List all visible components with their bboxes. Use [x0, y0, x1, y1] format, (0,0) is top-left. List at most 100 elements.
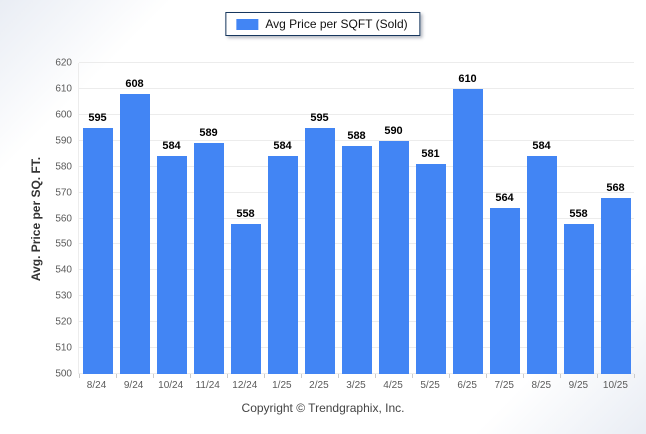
x-axis-tick-labels: 8/24 9/24 10/24 11/24 12/24 1/25 2/25 3/25 4/25 5…: [78, 380, 634, 391]
y-tick-label: 540: [55, 264, 72, 276]
bar-slot: 589: [190, 63, 227, 374]
x-tick-label: 8/24: [86, 380, 107, 391]
x-axis-tick-mark: [449, 374, 450, 378]
x-tick-label: 9/25: [568, 380, 589, 391]
bar-slot: 595: [79, 63, 116, 374]
x-axis-tick-mark: [227, 374, 228, 378]
bar-slot: 558: [227, 63, 264, 374]
bar-slot: 584: [264, 63, 301, 374]
gridline: [79, 113, 634, 115]
x-tick-label: 1/25: [272, 380, 292, 391]
x-axis-tick-mark: [412, 374, 413, 378]
x-axis-tick-mark: [634, 374, 635, 378]
bar: [415, 164, 446, 374]
chart-legend: Avg Price per SQFT (Sold): [225, 12, 421, 36]
bar: [378, 140, 409, 374]
x-axis-tick-mark: [301, 374, 302, 378]
bar-value-label: 590: [384, 124, 403, 137]
x-axis-tick-mark: [597, 374, 598, 378]
bar-slot: 588: [338, 63, 375, 374]
y-tick-label: 590: [55, 135, 72, 147]
x-axis-tick-mark: [338, 374, 339, 378]
x-tick-label: 6/25: [457, 380, 477, 391]
bar-value-label: 564: [495, 192, 514, 205]
bar: [82, 127, 113, 374]
bar-slot: 610: [449, 63, 486, 374]
y-tick-label: 500: [55, 368, 72, 380]
x-tick-label: 8/25: [531, 380, 552, 391]
x-axis-tick-mark: [560, 374, 561, 378]
copyright-text: Copyright © Trendgraphix, Inc.: [241, 401, 405, 415]
y-tick-label: 560: [55, 213, 72, 224]
y-axis-tick-labels: 500 510 520 530 540 550 560 570 580 590 600 610 620: [0, 58, 72, 380]
bar-value-label: 595: [310, 111, 329, 124]
x-tick-label: 12/24: [232, 380, 258, 391]
gridline: [79, 62, 634, 63]
bar: [489, 208, 520, 374]
bar-value-label: 610: [458, 72, 477, 85]
x-axis-tick-mark: [116, 374, 117, 378]
y-tick-label: 530: [55, 290, 72, 302]
x-tick-label: 11/24: [195, 380, 220, 391]
x-axis-tick-mark: [523, 374, 524, 378]
y-tick-label: 510: [55, 342, 72, 354]
y-tick-label: 610: [55, 83, 72, 95]
bar-slot: 558: [560, 63, 597, 374]
x-tick-label: 10/25: [602, 380, 628, 391]
x-tick-label: 2/25: [309, 380, 329, 391]
x-tick-label: 5/25: [420, 380, 440, 391]
x-tick-label: 4/25: [383, 380, 403, 391]
bar-value-label: 584: [273, 140, 292, 153]
x-tick-label: 3/25: [346, 380, 366, 391]
gridline: [79, 87, 634, 89]
legend-swatch-icon: [236, 18, 259, 30]
bar: [452, 88, 483, 374]
bar-slot: 595: [301, 63, 338, 374]
bar-slot: 590: [375, 63, 412, 374]
gridline: [79, 139, 634, 141]
bar-value-label: 589: [199, 127, 218, 140]
y-tick-label: 520: [55, 316, 72, 328]
bar: [341, 145, 372, 374]
bar-slot: 564: [486, 63, 523, 374]
bar: [230, 223, 261, 374]
y-tick-label: 550: [55, 238, 72, 250]
y-tick-label: 570: [55, 187, 72, 199]
bar: [267, 156, 298, 374]
bar-value-label: 558: [236, 207, 255, 220]
x-axis-tick-mark: [153, 374, 154, 378]
bar-value-label: 595: [88, 111, 107, 124]
y-tick-label: 620: [55, 57, 72, 69]
bar: [304, 127, 335, 374]
bar: [193, 143, 224, 374]
bar-slot: 581: [412, 63, 449, 374]
bar-value-label: 568: [606, 181, 625, 194]
y-tick-label: 580: [55, 161, 72, 173]
x-axis-tick-mark: [486, 374, 487, 378]
bar: [600, 197, 631, 374]
plot-area: 595 608 584 589 558 584 595 588 590 581 610 564 584 5…: [78, 62, 635, 378]
x-axis-tick-mark: [190, 374, 191, 378]
bar-slot: 584: [523, 63, 560, 374]
x-tick-label: 7/25: [494, 380, 514, 391]
bar-slot: 568: [597, 63, 634, 374]
bar: [156, 156, 187, 374]
x-tick-label: 10/24: [158, 380, 184, 391]
bar: [563, 223, 594, 374]
bar: [526, 156, 557, 374]
bar-value-label: 558: [569, 207, 588, 220]
y-tick-label: 600: [55, 109, 72, 121]
bar-value-label: 588: [347, 129, 366, 142]
legend-label: Avg Price per SQFT (Sold): [265, 17, 408, 31]
bar: [119, 94, 150, 374]
x-axis-tick-mark: [264, 374, 265, 378]
bar-slot: 584: [153, 63, 190, 374]
bar-value-label: 584: [162, 140, 181, 153]
bar-value-label: 581: [421, 148, 440, 161]
bar-slot: 608: [116, 63, 153, 374]
bar-value-label: 608: [125, 78, 144, 91]
bar-value-label: 584: [532, 140, 551, 153]
x-axis-tick-mark: [79, 374, 80, 378]
bars-row: 595 608 584 589 558 584 595 588 590 581 610 564 584 5…: [79, 63, 634, 374]
x-axis-tick-mark: [375, 374, 376, 378]
